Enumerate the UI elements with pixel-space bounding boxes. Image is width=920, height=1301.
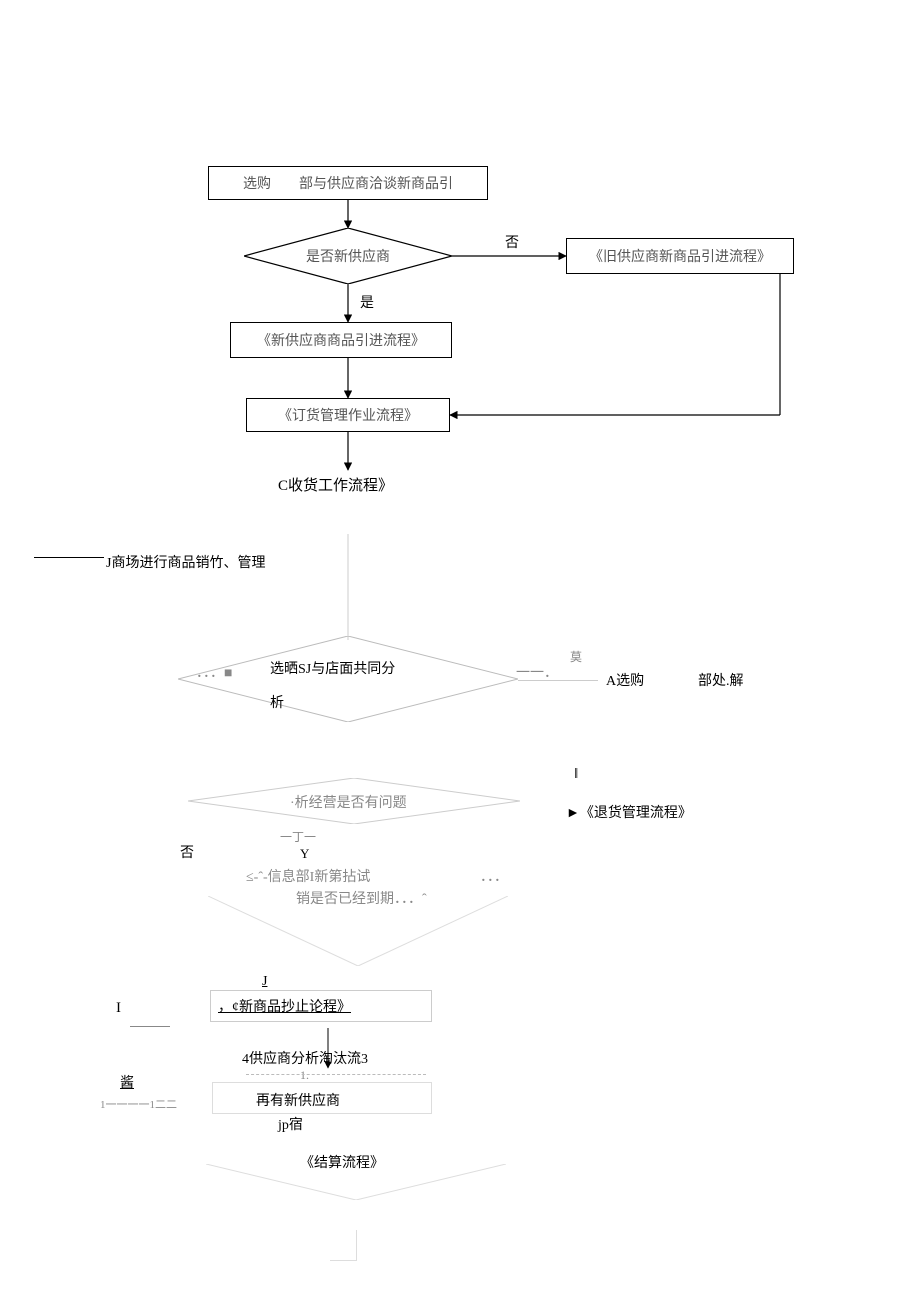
node-new-supplier-2: 再有新供应商	[256, 1090, 340, 1110]
d1-line1: 选晒SJ与店面共同分	[270, 658, 395, 678]
stub-left	[130, 1026, 170, 1027]
node-order-mgmt: 《订货管理作业流程》	[246, 398, 450, 432]
d2-below1: 一丁一	[280, 828, 316, 845]
new-supplier-label: 《新供应商商品引进流程》	[257, 330, 425, 350]
node-decision-new-supplier: 是否新供应商	[244, 228, 452, 284]
jp-text: jp宿	[278, 1114, 303, 1134]
node-start-label: 选购 部与供应商洽谈新商品引	[243, 173, 453, 193]
node-start: 选购 部与供应商洽谈新商品引	[208, 166, 488, 200]
right1-top: 莫	[570, 648, 582, 665]
d2-text: ·析经营是否有问题	[290, 792, 407, 812]
node-receiving: C收货工作流程》	[278, 474, 393, 495]
order-mgmt-label: 《订货管理作业流程》	[278, 405, 418, 425]
mid-market-text: J商场进行商品销竹、管理	[106, 552, 265, 572]
mid-underline	[34, 556, 104, 558]
right1-b: 部处.解	[698, 670, 744, 690]
right2-returns: ►《退货管理流程》	[566, 802, 692, 822]
left-jiang: 酱	[120, 1072, 134, 1092]
left-no: 否	[180, 842, 194, 862]
d1-right-dash: 一一．	[516, 662, 558, 682]
d1-right-connector	[518, 680, 598, 681]
node-decision-expired	[208, 896, 508, 966]
settlement-shape	[206, 1164, 506, 1200]
tail-mark	[330, 1230, 357, 1261]
new-product-box	[210, 990, 432, 1022]
d3-dots: ．．．	[480, 866, 508, 886]
left-nums: 1一一一一1二二	[100, 1096, 177, 1112]
d1-line2: 析	[270, 692, 284, 712]
node-old-supplier-process: 《旧供应商新商品引进流程》	[566, 238, 794, 274]
edge-label-no: 否	[505, 232, 519, 252]
right1-a: A选购	[606, 670, 644, 690]
new-j: J	[262, 974, 267, 990]
old-supplier-label: 《旧供应商新商品引进流程》	[589, 246, 771, 266]
d1-left-dots: ．．．■	[196, 662, 232, 682]
supplier-below: 1.	[300, 1068, 309, 1083]
dash-1	[246, 1074, 426, 1075]
right2-mark: ‖	[574, 766, 578, 783]
node-supplier-analysis: 4供应商分析淘汰流3	[242, 1048, 368, 1068]
d2-below2: Y	[300, 846, 309, 862]
node-new-supplier-process: 《新供应商商品引进流程》	[230, 322, 452, 358]
d3-line1: ≤-ˆ-信息部I新第拈试	[246, 866, 370, 886]
decision-label: 是否新供应商	[306, 246, 390, 266]
edge-label-yes: 是	[360, 292, 374, 312]
left-vbar: I	[116, 1000, 121, 1017]
